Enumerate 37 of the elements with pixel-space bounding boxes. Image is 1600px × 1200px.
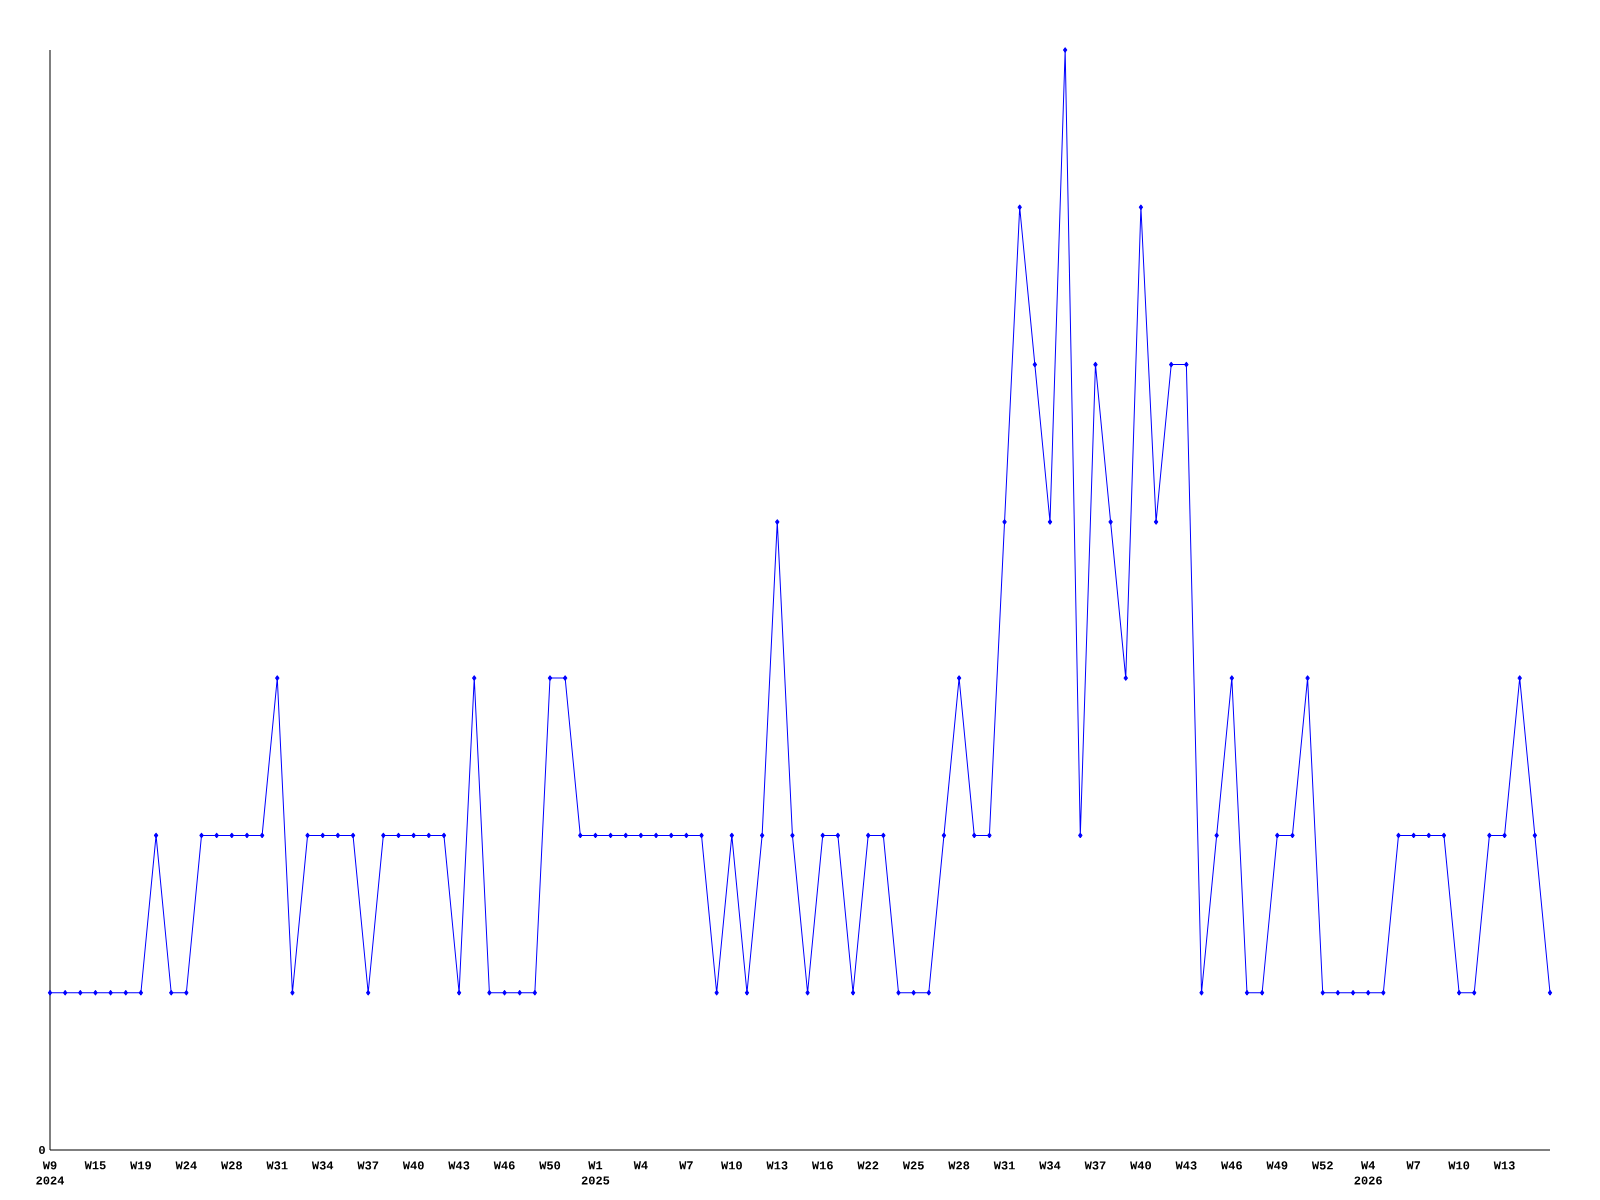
text: 2025 [581,1176,610,1185]
x-tick-label: W15 [84,1161,106,1170]
x-tick-label: W10 [721,1161,742,1170]
text: 2026 [1354,1176,1382,1185]
x-tick-label: W52 [1311,1161,1333,1170]
x-tick-label: W7 [1406,1161,1421,1170]
x-tick-label: W9 [42,1161,57,1170]
x-tick-label: W50 [539,1161,561,1170]
x-tick-label: W28 [221,1161,242,1170]
x-tick-label: W28 [948,1161,970,1170]
x-tick-label: W31 [993,1161,1015,1170]
x-tick-label: W4 [633,1161,648,1170]
x-tick-label: W49 [1266,1161,1288,1170]
x-tick-label: W25 [902,1161,924,1170]
text: 2024 [36,1176,65,1185]
x-tick-label: W1 [588,1161,603,1170]
x-tick-label: W34 [311,1161,334,1170]
x-tick-label: W19 [130,1161,151,1170]
x-tick-label: W13 [1493,1161,1515,1170]
x-tick-label: W10 [1448,1161,1470,1170]
x-tick-label: W4 [1360,1161,1376,1170]
x-tick-label: W31 [266,1161,288,1170]
x-tick-label: W46 [1221,1161,1242,1170]
x-tick-label: W37 [1084,1161,1106,1170]
x-tick-label: W46 [493,1161,515,1170]
x-tick-label: W24 [175,1161,197,1170]
x-tick-label: W40 [1130,1161,1152,1170]
x-tick-label: W34 [1039,1161,1061,1170]
x-tick-label: W16 [811,1161,833,1170]
x-tick-label: W37 [357,1161,379,1170]
x-tick-label: W43 [1175,1161,1197,1170]
x-tick-label: W22 [857,1161,879,1170]
x-tick-label: W43 [448,1161,470,1170]
x-tick-label: W13 [766,1161,788,1170]
text: 0 [39,1145,45,1155]
x-tick-label: W7 [679,1161,693,1170]
x-tick-label: W40 [402,1161,424,1170]
